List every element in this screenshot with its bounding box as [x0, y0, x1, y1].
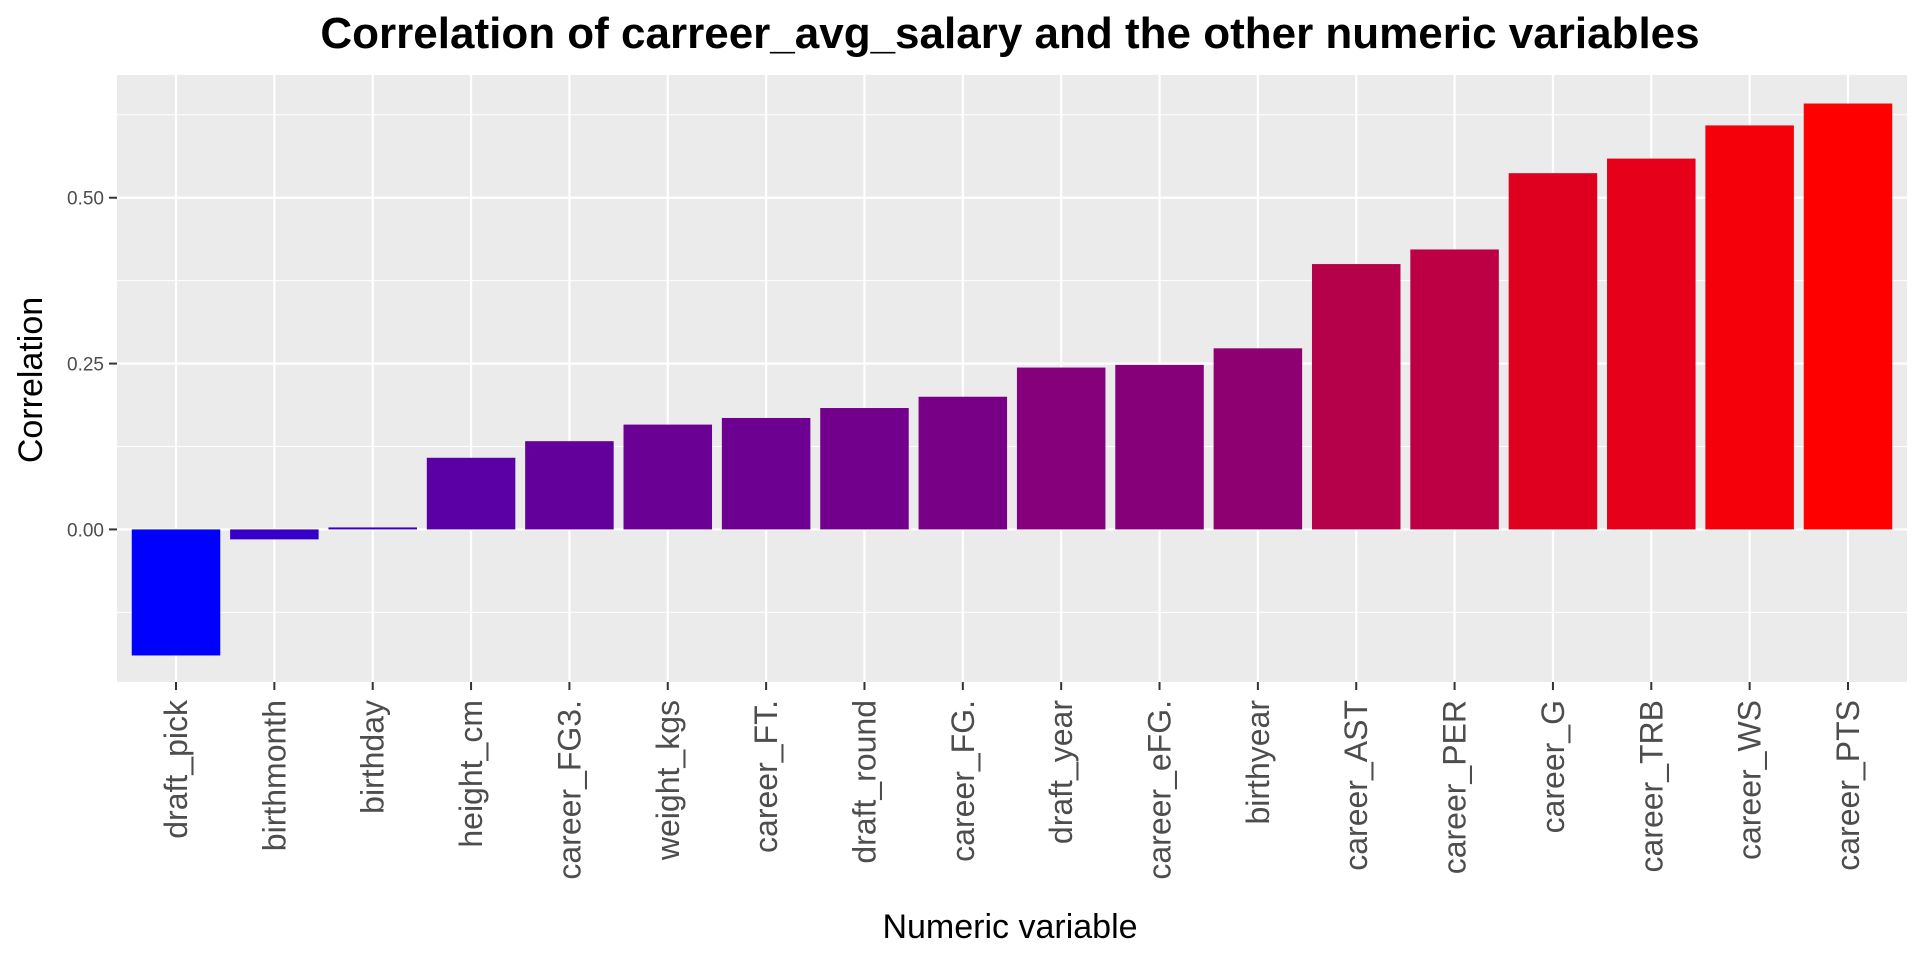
bars: [131, 103, 1893, 656]
x-tick-label: draft_round: [846, 700, 882, 864]
bar-career_AST: [1311, 264, 1401, 530]
bar-weight_kgs: [623, 424, 713, 530]
x-axis-title: Numeric variable: [882, 908, 1137, 946]
x-tick-label: birthday: [355, 700, 391, 814]
bar-birthday: [328, 527, 417, 530]
bar-draft_round: [820, 408, 909, 530]
x-tick-label: career_PER: [1437, 700, 1473, 874]
x-tick-label: career_FT.: [748, 700, 784, 853]
x-tick-label: career_AST: [1338, 700, 1374, 871]
x-tick-label: career_FG3.: [551, 700, 587, 880]
x-tick-label: career_FG.: [945, 700, 981, 862]
bar-draft_year: [1016, 367, 1106, 530]
x-tick-label: birthmonth: [256, 700, 292, 851]
bar-birthmonth: [230, 529, 319, 540]
x-tick-label: career_TRB: [1633, 700, 1669, 873]
bar-career_TRB: [1607, 158, 1696, 530]
bar-career_WS: [1705, 125, 1794, 530]
chart-title: Correlation of carreer_avg_salary and th…: [320, 9, 1699, 58]
bar-birthyear: [1213, 348, 1303, 530]
bar-career_eFG.: [1115, 364, 1204, 530]
y-tick-label: 0.50: [67, 189, 104, 210]
x-tick-label: draft_pick: [158, 699, 194, 839]
bar-height_cm: [426, 457, 516, 530]
y-tick-label: 0.00: [67, 520, 104, 541]
x-tick-label: draft_year: [1043, 700, 1079, 844]
y-axis-title: Correlation: [12, 297, 50, 463]
x-tick-label: career_G: [1535, 700, 1571, 833]
bar-career_G: [1508, 173, 1598, 530]
bar-career_PER: [1410, 249, 1499, 530]
x-tick-label: career_PTS: [1830, 700, 1866, 871]
y-axis: 0.00 0.25 0.50: [67, 189, 117, 541]
bar-career_PTS: [1803, 103, 1893, 530]
y-tick-label: 0.25: [67, 355, 104, 376]
bar-career_FG3.: [525, 441, 614, 530]
bar-career_FG.: [918, 396, 1008, 530]
x-axis: draft_pick birthmonth birthday height_cm car…: [158, 682, 1866, 880]
bar-draft_pick: [131, 529, 221, 656]
x-tick-label: birthyear: [1240, 700, 1276, 825]
x-tick-label: weight_kgs: [650, 700, 686, 861]
bar-career_FT.: [721, 417, 811, 530]
x-tick-label: career_WS: [1732, 700, 1768, 860]
x-tick-label: career_eFG.: [1142, 700, 1178, 880]
x-tick-label: height_cm: [453, 700, 489, 848]
